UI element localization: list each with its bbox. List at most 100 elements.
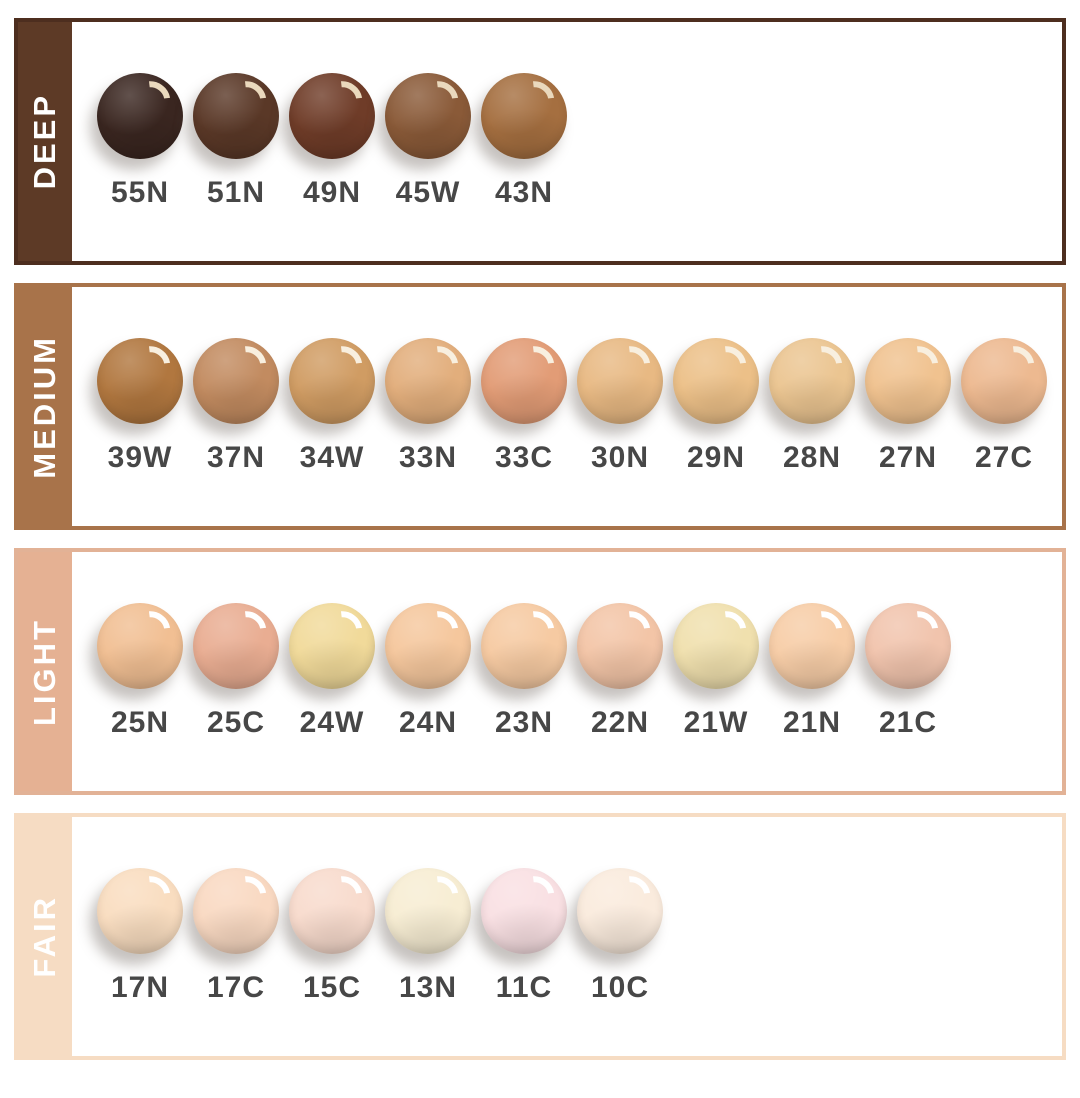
foundation-blob (385, 73, 471, 159)
shade-27n: 27N (860, 338, 956, 475)
gloss-highlight-icon (127, 604, 178, 653)
gloss-highlight-icon (511, 339, 562, 388)
foundation-blob (193, 868, 279, 954)
gloss-highlight-icon (127, 869, 178, 918)
shade-code-label: 21C (878, 706, 938, 739)
foundation-blob (97, 338, 183, 424)
shade-30n: 30N (572, 338, 668, 475)
row-light-swatches: 25N 25C 24W 24N 23N 22N 21W 21N 21C (72, 552, 1062, 791)
shade-code-label: 17N (110, 971, 170, 1004)
shade-39w: 39W (92, 338, 188, 475)
shade-code-label: 39W (107, 441, 173, 474)
foundation-blob (769, 603, 855, 689)
gloss-highlight-icon (415, 339, 466, 388)
gloss-highlight-icon (511, 869, 562, 918)
row-deep-swatches: 55N 51N 49N 45W 43N (72, 22, 1062, 261)
gloss-highlight-icon (223, 869, 274, 918)
shade-23n: 23N (476, 603, 572, 740)
foundation-blob (961, 338, 1047, 424)
shade-15c: 15C (284, 868, 380, 1005)
gloss-highlight-icon (511, 74, 562, 123)
gloss-highlight-icon (895, 604, 946, 653)
gloss-highlight-icon (991, 339, 1042, 388)
gloss-highlight-icon (799, 604, 850, 653)
foundation-blob (385, 868, 471, 954)
gloss-highlight-icon (127, 74, 178, 123)
shade-code-label: 13N (398, 971, 458, 1004)
shade-21w: 21W (668, 603, 764, 740)
gloss-highlight-icon (319, 339, 370, 388)
gloss-highlight-icon (127, 339, 178, 388)
shade-code-label: 27N (878, 441, 938, 474)
foundation-blob (193, 338, 279, 424)
row-medium: MEDIUM 39W 37N 34W 33N 33C 30N 29N 28N 27N 27C (14, 283, 1066, 530)
gloss-highlight-icon (223, 339, 274, 388)
row-fair-swatches: 17N 17C 15C 13N 11C 10C (72, 817, 1062, 1056)
shade-code-label: 15C (302, 971, 362, 1004)
row-light-label: LIGHT (27, 617, 62, 726)
shade-37n: 37N (188, 338, 284, 475)
gloss-highlight-icon (895, 339, 946, 388)
foundation-blob (193, 603, 279, 689)
shade-10c: 10C (572, 868, 668, 1005)
shade-code-label: 21N (782, 706, 842, 739)
foundation-blob (481, 868, 567, 954)
shade-43n: 43N (476, 73, 572, 210)
shade-21c: 21C (860, 603, 956, 740)
shade-chart: DEEP 55N 51N 49N 45W 43N MEDIUM 39W 37N 34W 33N… (0, 18, 1080, 1060)
shade-code-label: 17C (206, 971, 266, 1004)
gloss-highlight-icon (223, 604, 274, 653)
shade-code-label: 45W (395, 176, 461, 209)
shade-code-label: 25N (110, 706, 170, 739)
shade-code-label: 23N (494, 706, 554, 739)
shade-33n: 33N (380, 338, 476, 475)
shade-code-label: 10C (590, 971, 650, 1004)
shade-27c: 27C (956, 338, 1052, 475)
row-light-sidebar: LIGHT (18, 552, 72, 791)
shade-49n: 49N (284, 73, 380, 210)
shade-25n: 25N (92, 603, 188, 740)
foundation-blob (769, 338, 855, 424)
gloss-highlight-icon (703, 604, 754, 653)
shade-51n: 51N (188, 73, 284, 210)
shade-code-label: 11C (495, 971, 553, 1004)
gloss-highlight-icon (415, 869, 466, 918)
foundation-blob (865, 338, 951, 424)
shade-code-label: 30N (590, 441, 650, 474)
row-deep-sidebar: DEEP (18, 22, 72, 261)
shade-code-label: 22N (590, 706, 650, 739)
shade-code-label: 33C (494, 441, 554, 474)
gloss-highlight-icon (607, 339, 658, 388)
shade-29n: 29N (668, 338, 764, 475)
shade-code-label: 49N (302, 176, 362, 209)
row-medium-label: MEDIUM (27, 334, 62, 479)
shade-45w: 45W (380, 73, 476, 210)
gloss-highlight-icon (799, 339, 850, 388)
shade-code-label: 29N (686, 441, 746, 474)
gloss-highlight-icon (319, 604, 370, 653)
shade-22n: 22N (572, 603, 668, 740)
shade-code-label: 55N (110, 176, 170, 209)
row-fair: FAIR 17N 17C 15C 13N 11C 10C (14, 813, 1066, 1060)
gloss-highlight-icon (223, 74, 274, 123)
gloss-highlight-icon (703, 339, 754, 388)
shade-24n: 24N (380, 603, 476, 740)
foundation-blob (577, 338, 663, 424)
foundation-blob (97, 73, 183, 159)
foundation-blob (673, 338, 759, 424)
shade-34w: 34W (284, 338, 380, 475)
shade-code-label: 25C (206, 706, 266, 739)
foundation-blob (289, 338, 375, 424)
foundation-blob (481, 73, 567, 159)
row-deep: DEEP 55N 51N 49N 45W 43N (14, 18, 1066, 265)
foundation-blob (289, 73, 375, 159)
gloss-highlight-icon (319, 869, 370, 918)
row-medium-swatches: 39W 37N 34W 33N 33C 30N 29N 28N 27N 27C (72, 287, 1062, 526)
foundation-blob (865, 603, 951, 689)
foundation-blob (481, 603, 567, 689)
foundation-blob (97, 603, 183, 689)
shade-55n: 55N (92, 73, 188, 210)
shade-11c: 11C (476, 868, 572, 1005)
foundation-blob (481, 338, 567, 424)
gloss-highlight-icon (511, 604, 562, 653)
